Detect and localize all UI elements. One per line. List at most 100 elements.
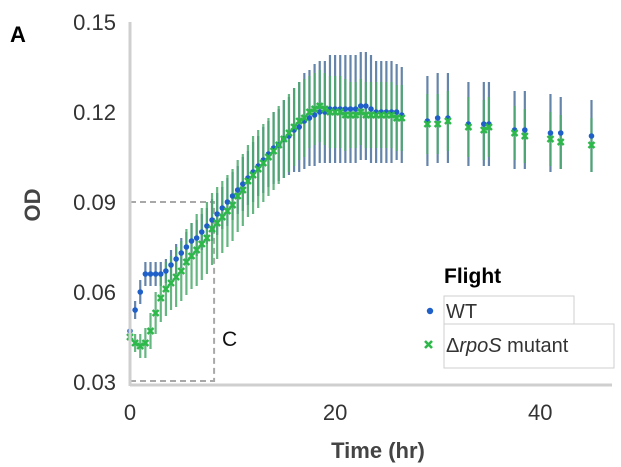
data-point-wt [142,271,149,277]
data-point-wt [316,109,323,115]
x-tick-label: 0 [124,400,136,425]
data-point-mutant [187,252,196,260]
data-point-mutant [269,147,278,155]
data-point-mutant [172,273,180,281]
data-point-mutant [162,285,170,293]
data-point-mutant [556,138,565,146]
data-point-mutant [156,294,165,302]
data-point-mutant [520,132,529,140]
data-point-mutant [546,135,555,143]
data-point-wt [163,268,169,274]
y-tick-label: 0.09 [73,190,116,215]
data-point-mutant [244,177,252,185]
data-point-mutant [151,309,160,317]
legend-label-wt: WT [446,301,477,323]
data-point-mutant [351,111,360,119]
x-tick-label: 40 [528,400,552,425]
data-point-wt [147,271,154,277]
data-point-wt [434,115,441,121]
data-point-wt [363,103,369,109]
data-point-wt [173,256,179,262]
data-point-wt [219,205,226,211]
data-point-mutant [433,120,442,128]
data-point-mutant [479,126,488,134]
data-point-wt [188,238,195,244]
data-point-mutant [464,123,473,131]
data-point-wt [157,271,164,277]
data-point-wt [240,181,246,187]
data-point-mutant [177,267,186,275]
data-point-mutant [356,108,365,116]
legend-marker-mutant [424,340,433,349]
data-point-mutant [310,105,319,113]
data-point-wt [347,106,354,112]
data-point-mutant [305,108,314,116]
data-point-mutant [387,111,396,119]
data-point-wt [547,130,554,136]
data-point-wt [311,112,318,118]
data-point-wt [193,235,200,241]
data-point-mutant [182,258,191,266]
data-points [126,102,596,350]
data-point-mutant [131,339,139,347]
data-point-mutant [167,279,175,287]
reference-dashed-line [130,201,216,382]
data-point-wt [368,106,374,112]
data-point-wt [342,106,349,112]
data-point-mutant [238,186,247,194]
data-point-wt [234,187,241,193]
x-axis-title: Time (hr) [331,438,425,463]
data-point-wt [229,193,236,199]
data-point-wt [522,127,528,133]
data-point-wt [152,271,159,277]
data-point-mutant [192,246,201,254]
data-point-wt [393,109,400,115]
legend-marker-wt [426,307,434,315]
data-point-mutant [254,165,263,173]
axes: 0.03 0.06 0.09 0.12 0.15 0 20 40 [73,10,612,425]
y-axis-title: OD [20,189,45,222]
data-point-mutant [274,141,283,149]
data-point-wt [588,133,595,139]
data-point-mutant [300,114,309,122]
data-point-mutant [290,123,298,131]
data-point-wt [204,223,210,229]
data-point-wt [296,124,303,130]
data-point-wt [214,211,220,217]
y-tick-label: 0.15 [73,10,116,35]
data-point-mutant [208,225,216,233]
reference-box [130,201,216,382]
data-point-mutant [587,141,596,149]
legend: Flight WT ΔrpoS mutant [424,265,615,369]
legend-title: Flight [444,265,501,288]
data-point-wt [168,262,174,268]
data-point-mutant [336,108,345,116]
panel-label: A [10,22,26,47]
y-tick-label: 0.06 [73,280,116,305]
data-point-mutant [279,135,288,143]
data-point-mutant [315,102,324,110]
data-point-wt [198,229,205,235]
data-point-mutant [510,129,519,137]
data-point-wt [137,289,144,295]
data-point-wt [357,103,364,109]
data-point-mutant [136,342,145,350]
data-point-wt [481,121,487,127]
data-point-wt [132,307,138,313]
data-point-mutant [141,339,150,347]
legend-box-mutant [443,323,615,369]
data-point-mutant [485,123,493,131]
data-point-mutant [203,234,211,242]
data-point-wt [557,130,564,136]
data-point-mutant [197,240,206,248]
data-point-mutant [218,213,227,221]
x-tick-label: 20 [323,400,347,425]
data-point-wt [306,115,313,121]
y-tick-label: 0.12 [73,100,116,125]
data-point-mutant [264,153,273,161]
annotation-label: C [222,328,237,351]
data-point-mutant [213,219,222,227]
y-tick-label: 0.03 [73,370,116,395]
data-point-wt [352,106,359,112]
